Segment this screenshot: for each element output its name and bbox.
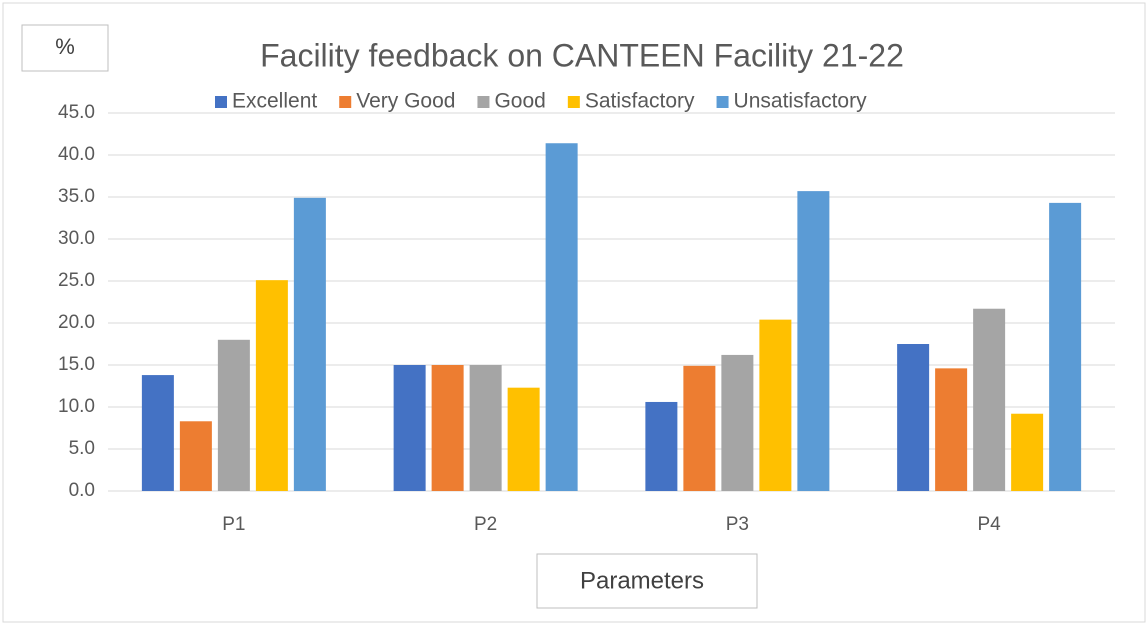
- chart-title: Facility feedback on CANTEEN Facility 21…: [260, 37, 904, 73]
- y-tick-label: 30.0: [58, 228, 95, 249]
- bar: [797, 191, 830, 491]
- bar: [141, 375, 174, 491]
- legend-swatch: [215, 96, 227, 108]
- bar: [973, 308, 1006, 491]
- legend-label: Excellent: [232, 90, 317, 113]
- x-tick-label: P3: [726, 514, 749, 535]
- legend-label: Satisfactory: [585, 90, 695, 113]
- bar: [759, 319, 792, 491]
- bar: [545, 143, 578, 492]
- bar: [1049, 202, 1082, 491]
- bar: [293, 197, 326, 491]
- x-label-box: [536, 553, 758, 609]
- bar: [393, 365, 426, 491]
- legend-label: Very Good: [356, 90, 455, 113]
- y-tick-label: 25.0: [58, 270, 95, 291]
- y-tick-label: 0.0: [69, 480, 95, 501]
- y-label-box: [21, 24, 109, 72]
- bar: [645, 401, 678, 491]
- y-tick-label: 40.0: [58, 144, 95, 165]
- x-axis-label: Parameters: [580, 567, 704, 594]
- bar: [255, 280, 288, 491]
- y-axis-label: %: [55, 34, 75, 59]
- bar: [683, 365, 716, 491]
- legend-label: Good: [494, 90, 545, 113]
- bar: [469, 365, 502, 491]
- bar: [721, 354, 754, 491]
- y-tick-label: 15.0: [58, 354, 95, 375]
- legend-swatch: [477, 96, 490, 108]
- legend-swatch: [567, 96, 580, 108]
- y-tick-label: 20.0: [58, 312, 95, 333]
- y-tick-label: 45.0: [58, 102, 95, 123]
- bar: [179, 421, 212, 491]
- legend-label: Unsatisfactory: [734, 90, 868, 113]
- bar: [1011, 413, 1044, 491]
- bar: [507, 387, 540, 491]
- legend: Excellent Very Good Good Satisfactory Unsati…: [215, 90, 867, 113]
- bar: [897, 344, 930, 491]
- bar: [217, 339, 250, 491]
- bar: [431, 365, 464, 491]
- y-tick-label: 10.0: [58, 396, 95, 417]
- y-tick-label: 5.0: [69, 438, 95, 459]
- bar: [935, 368, 968, 491]
- x-tick-label: P1: [222, 514, 245, 535]
- legend-swatch: [339, 96, 352, 108]
- x-tick-label: P4: [978, 514, 1002, 535]
- y-tick-label: 35.0: [58, 186, 95, 207]
- x-tick-label: P2: [474, 514, 497, 535]
- legend-swatch: [716, 96, 729, 108]
